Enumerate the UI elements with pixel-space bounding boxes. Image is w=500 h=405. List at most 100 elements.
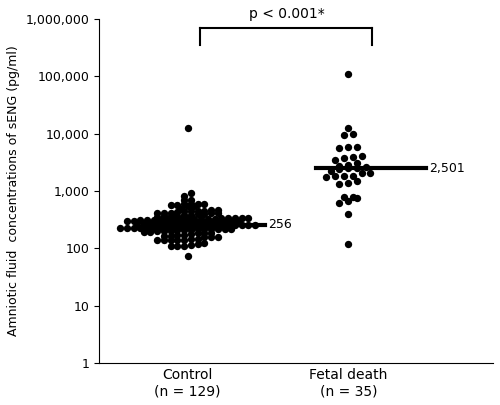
Point [218,215,226,222]
Point [344,144,352,150]
Point [180,193,188,200]
Point [210,215,218,222]
Point [336,200,344,206]
Point [340,194,348,200]
Point [146,221,154,227]
Point [130,225,138,231]
Point [187,236,195,243]
Point [207,207,215,213]
Point [166,243,174,249]
Point [224,215,232,222]
Point [331,173,339,179]
Point [160,220,168,227]
Point [160,213,168,220]
Point [244,215,252,221]
Point [123,225,131,232]
Point [238,215,246,222]
Point [150,224,158,231]
Point [200,226,208,232]
Point [238,222,246,228]
Point [336,145,344,151]
Point [180,197,188,204]
Point [340,155,348,161]
Point [326,168,334,175]
Point [180,212,188,219]
Point [187,231,195,238]
Point [194,200,202,207]
Point [228,218,235,225]
Point [136,225,144,231]
Point [344,124,352,131]
Point [164,216,172,223]
Point [204,215,212,222]
Point [143,225,151,231]
Point [187,220,195,226]
Point [200,240,208,247]
Point [174,243,182,249]
Point [349,154,357,160]
Point [210,222,218,229]
Point [358,170,366,177]
Point [174,220,182,226]
Point [174,227,182,234]
Point [174,202,182,208]
Point [197,215,205,222]
Point [344,165,352,171]
Point [184,215,192,222]
Point [349,131,357,138]
Point [344,180,352,186]
Point [133,221,141,228]
Point [180,232,188,238]
Point [336,162,344,169]
Point [166,209,174,216]
Point [200,234,208,241]
Point [214,218,222,225]
Point [184,223,192,230]
Point [220,218,228,225]
Point [200,207,208,214]
Point [366,170,374,176]
Point [174,232,182,239]
Point [123,217,131,224]
Point [187,190,195,196]
Point [136,217,144,224]
Point [150,217,158,223]
Point [143,217,151,224]
Point [194,208,202,214]
Point [166,228,174,234]
Point [156,224,164,230]
Point [146,229,154,235]
Point [180,242,188,249]
Point [166,202,174,208]
Y-axis label: Amniotic fluid  concentrations of sENG (pg/ml): Amniotic fluid concentrations of sENG (p… [7,45,20,336]
Point [331,157,339,163]
Point [190,223,198,230]
Point [153,220,161,227]
Point [214,210,222,216]
Point [156,216,164,223]
Point [214,233,222,240]
Point [180,220,188,226]
Point [353,165,361,171]
Point [153,237,161,243]
Point [187,197,195,203]
Point [116,225,124,232]
Point [187,201,195,207]
Point [220,226,228,232]
Point [180,226,188,233]
Point [340,173,348,179]
Point [160,209,168,216]
Point [153,228,161,234]
Point [187,226,195,233]
Point [166,220,174,226]
Text: p < 0.001*: p < 0.001* [248,7,324,21]
Point [224,222,232,229]
Point [187,242,195,249]
Point [353,159,361,166]
Text: 2,501: 2,501 [428,162,464,175]
Point [214,226,222,232]
Point [194,211,202,217]
Point [200,200,208,207]
Point [353,195,361,202]
Point [174,209,182,215]
